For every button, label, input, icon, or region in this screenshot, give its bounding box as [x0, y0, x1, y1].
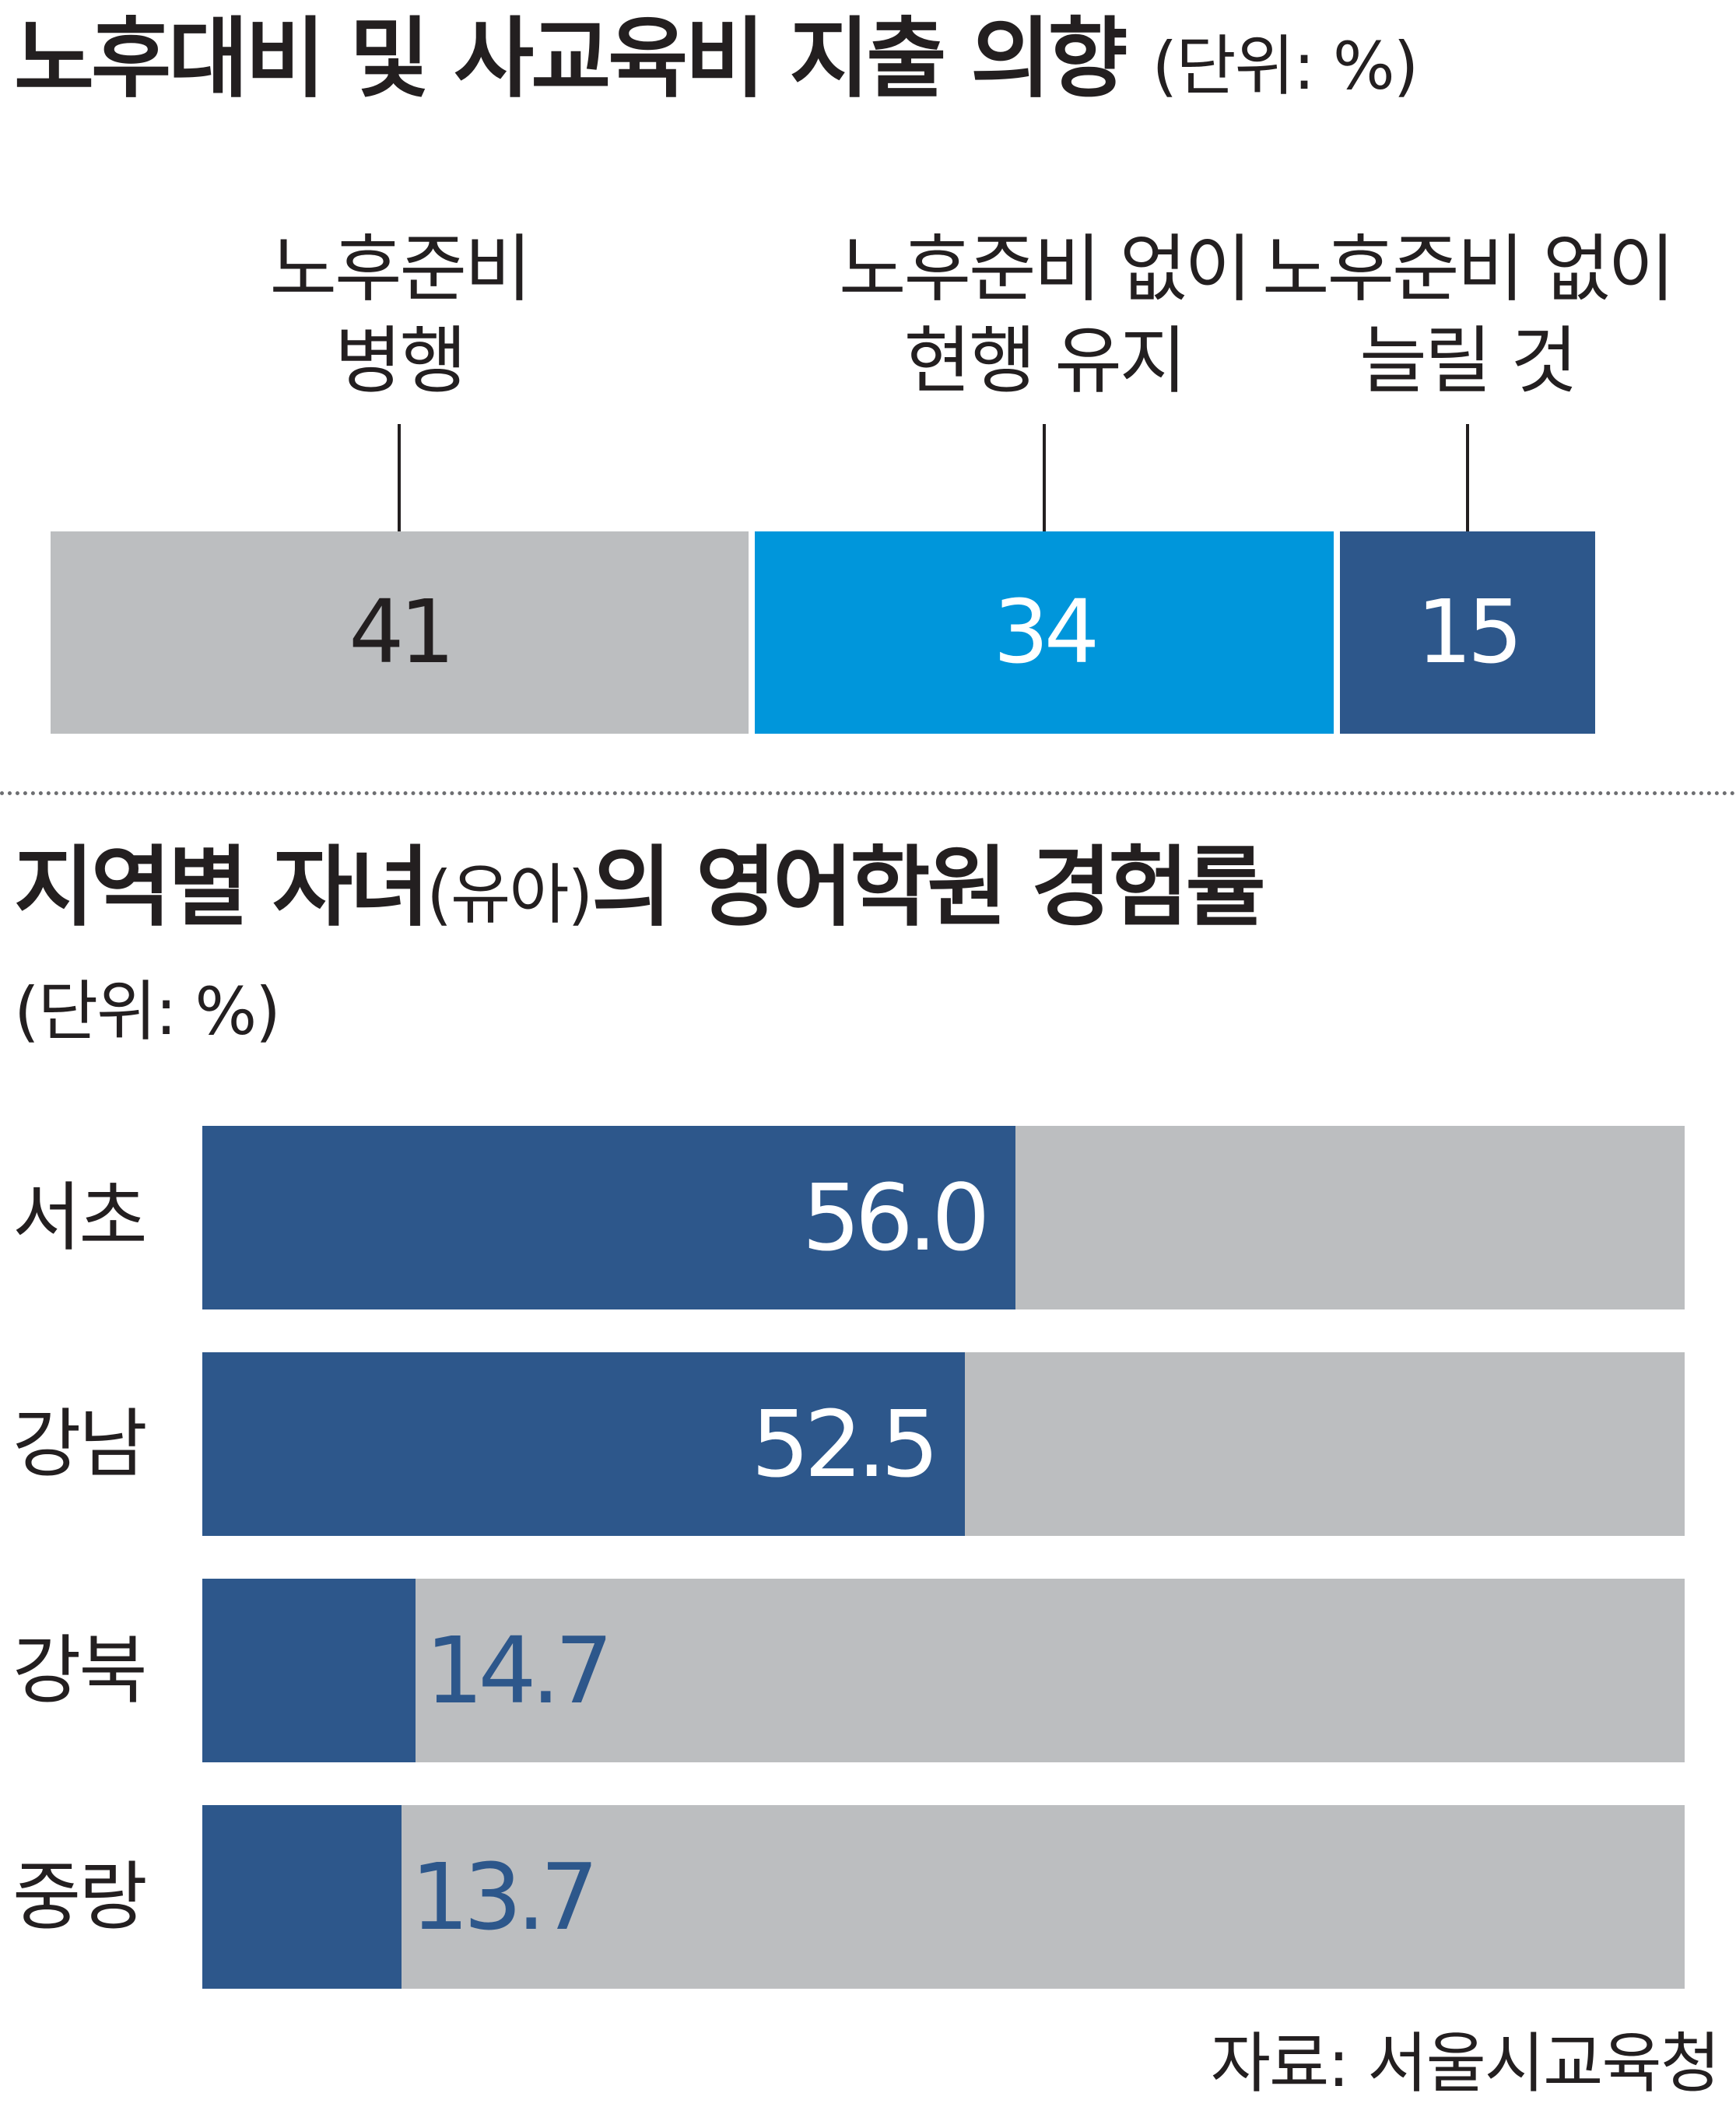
bar-value-label: 13.7: [410, 1843, 599, 1951]
region-label: 중랑: [12, 1853, 148, 1940]
chart1-unit: (단위: %): [1152, 28, 1419, 104]
bar-track: 52.5: [202, 1352, 1685, 1536]
stack-leader-line: [1465, 424, 1469, 531]
stack-category-label-line1: 노후준비: [269, 227, 532, 312]
bar-track: 13.7: [202, 1805, 1685, 1989]
stack-value-label: 41: [349, 582, 454, 683]
stack-segment: 41: [51, 531, 749, 734]
stack-category-label-line2: 늘릴 것: [1359, 319, 1577, 404]
region-label: 강북: [12, 1627, 148, 1714]
stack-category-label: 노후준비 병행: [269, 224, 532, 408]
stack-leader-line: [1042, 424, 1046, 531]
bar-value-label: 14.7: [425, 1617, 613, 1724]
section-divider: [0, 791, 1736, 795]
chart2-title-paren: (유아): [426, 857, 593, 933]
bar-fill: [202, 1126, 1016, 1309]
stack-category-label-line1: 노후준비 없이: [839, 227, 1252, 312]
bar-fill: [202, 1805, 402, 1989]
stack-category-label-line2: 병행: [334, 319, 467, 404]
stack-segment: 34: [754, 531, 1334, 734]
chart2-title-main: 지역별 자녀: [14, 837, 430, 938]
stack-segment: 15: [1339, 531, 1595, 734]
stack-category-label: 노후준비 없이 늘릴 것: [1262, 224, 1675, 408]
bar-track: 56.0: [202, 1126, 1685, 1309]
chart2-unit: (단위: %): [14, 973, 281, 1050]
chart2-title: 지역별 자녀(유아)의 영어학원 경험률: [14, 844, 1266, 933]
stack-category-label-line1: 노후준비 없이: [1262, 227, 1675, 312]
chart1-title: 노후대비 및 사교육비 지출 의향 (단위: %): [14, 16, 1419, 104]
chart2-title-rest: 의 영어학원 경험률: [591, 837, 1265, 938]
source-note: 자료: 서울시교육청: [1210, 2025, 1720, 2102]
stack-category-label-line2: 현행 유지: [903, 319, 1187, 404]
stack-category-label: 노후준비 없이 현행 유지: [839, 224, 1252, 408]
bar-value-label: 56.0: [801, 1164, 991, 1271]
bar-fill: [202, 1352, 966, 1536]
stack-leader-line: [398, 424, 402, 531]
bar-value-label: 52.5: [751, 1390, 939, 1498]
region-label: 강남: [12, 1401, 148, 1488]
stack-value-label: 15: [1416, 582, 1523, 683]
chart1-title-text: 노후대비 및 사교육비 지출 의향: [14, 9, 1128, 110]
bar-track: 14.7: [202, 1579, 1685, 1762]
region-label: 서초: [12, 1174, 148, 1261]
bar-fill: [202, 1579, 416, 1762]
stack-value-label: 34: [993, 582, 1099, 683]
